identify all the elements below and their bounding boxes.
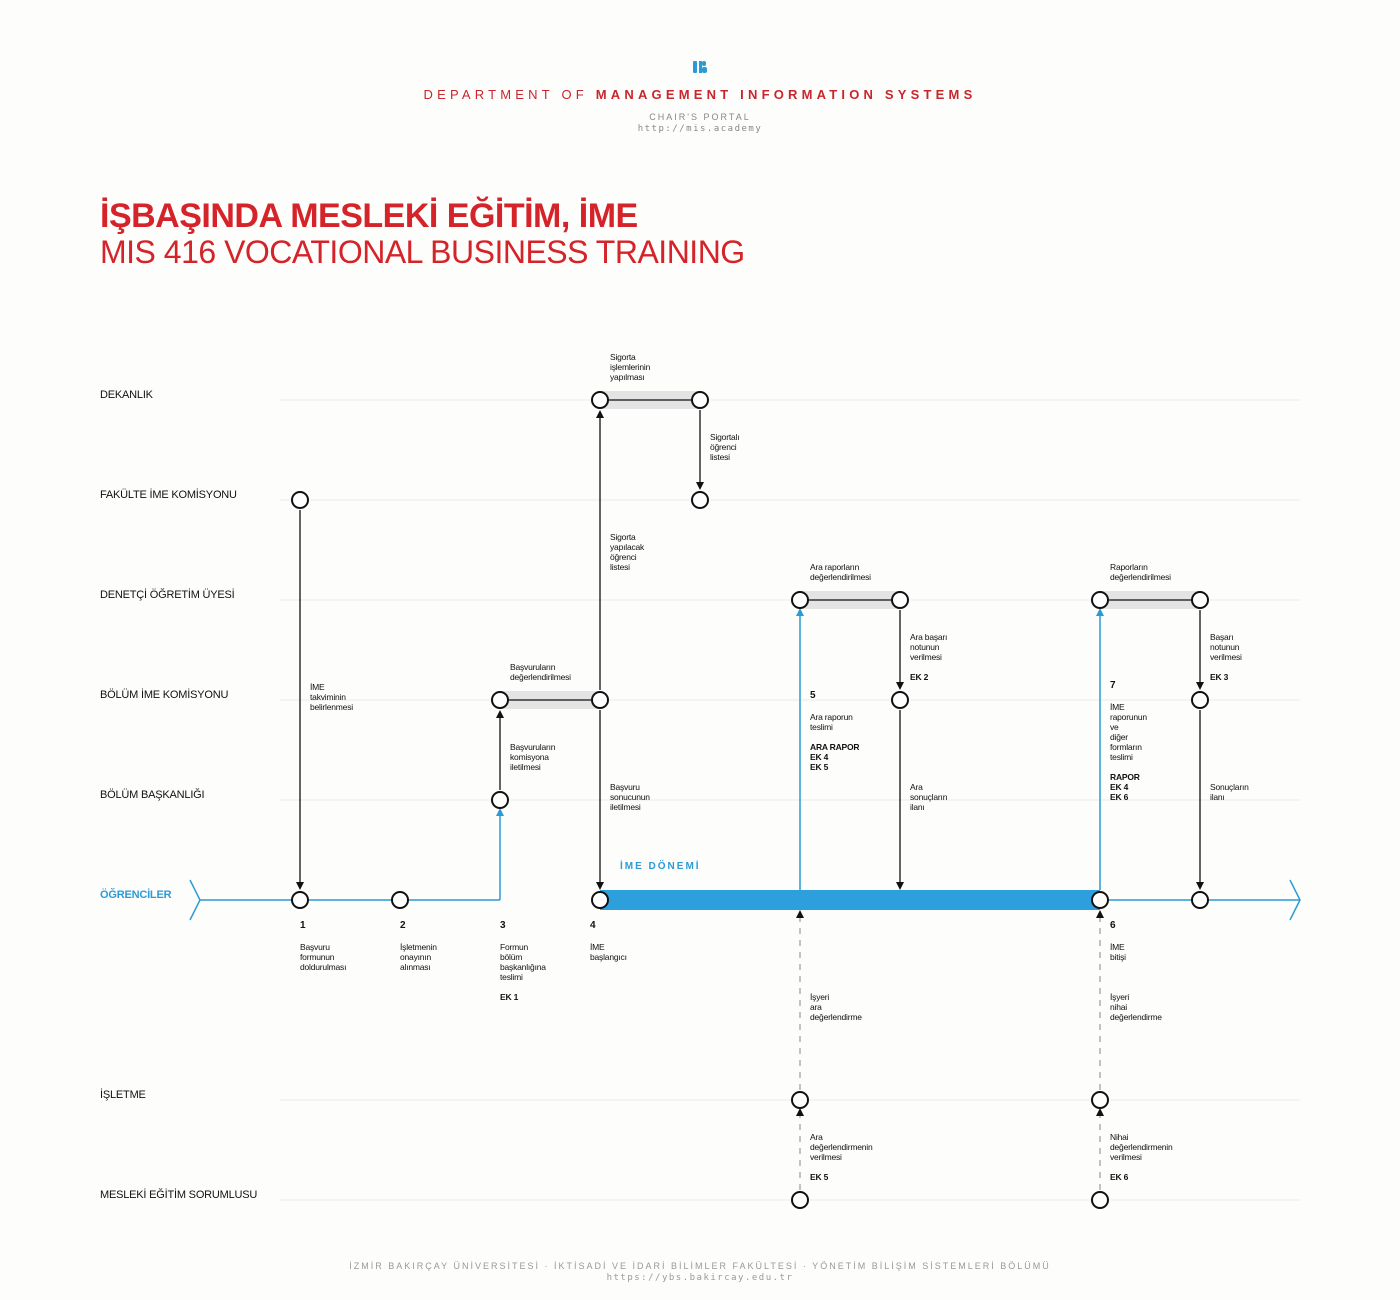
label-ara-degerlendirme-verilmesi: Ara değerlendirmenin verilmesi bbox=[810, 1132, 873, 1162]
step-number-1: 1 bbox=[300, 920, 306, 931]
label-basari-notu: Başarı notunun verilmesi bbox=[1210, 632, 1242, 662]
label-sonuc-ilani: Sonuçların ilanı bbox=[1210, 782, 1249, 802]
step-number-3: 3 bbox=[500, 920, 506, 931]
step-number-4: 4 bbox=[590, 920, 596, 931]
label-sigortali-ogrenci-listesi: Sigortalı öğrenci listesi bbox=[710, 432, 740, 462]
dashed-arrows bbox=[799, 916, 1101, 1190]
evaluation-bands bbox=[500, 391, 1200, 709]
label-nihai-degerlendirme-doc: EK 6 bbox=[1110, 1172, 1129, 1182]
label-sigorta-islemleri: Sigorta işlemlerinin yapılması bbox=[610, 352, 651, 382]
footer-institution: İZMİR BAKIRÇAY ÜNİVERSİTESİ · İKTİSADİ V… bbox=[349, 1261, 1051, 1271]
lane-denetci-ogretim-uyesi: DENETÇİ ÖĞRETİM ÜYESİ bbox=[100, 589, 235, 601]
dept-title: MANAGEMENT INFORMATION SYSTEMS bbox=[595, 87, 977, 102]
label-basvuru-sonucu: Başvuru sonucunun iletilmesi bbox=[610, 782, 650, 812]
step-label-1: Başvuru formunun doldurulması bbox=[300, 942, 347, 972]
lane-dekanlik: DEKANLIK bbox=[100, 389, 153, 401]
department-name: DEPARTMENT OF MANAGEMENT INFORMATION SYS… bbox=[0, 87, 1400, 102]
portal-label: CHAIR'S PORTAL bbox=[649, 112, 751, 122]
step-label-7: İME raporunun ve diğer formların teslimi bbox=[1110, 702, 1147, 762]
step-number-7: 7 bbox=[1110, 680, 1116, 691]
step-doc-7: RAPOR EK 4 EK 6 bbox=[1110, 772, 1140, 802]
lane-bolum-baskanligi: BÖLÜM BAŞKANLIĞI bbox=[100, 789, 205, 801]
lane-isletme: İŞLETME bbox=[100, 1089, 146, 1101]
step-doc-5: ARA RAPOR EK 4 EK 5 bbox=[810, 742, 860, 772]
step-label-2: İşletmenin onayının alınması bbox=[400, 942, 437, 972]
label-nihai-degerlendirme-verilmesi: Nihai değerlendirmenin verilmesi bbox=[1110, 1132, 1173, 1162]
label-ara-basari-notu: Ara başarı notunun verilmesi bbox=[910, 632, 948, 662]
process-nodes bbox=[291, 391, 1209, 1209]
label-ara-degerlendirme-doc: EK 5 bbox=[810, 1172, 829, 1182]
page-title-en: MIS 416 VOCATIONAL BUSINESS TRAINING bbox=[100, 234, 745, 270]
flow-arrows bbox=[296, 410, 1204, 890]
step-number-6: 6 bbox=[1110, 920, 1116, 931]
label-isyeri-ara: İşyeri ara değerlendirme bbox=[810, 992, 862, 1022]
portal-url[interactable]: http://mis.academy bbox=[637, 124, 763, 134]
lane-lines bbox=[280, 399, 1300, 1201]
step-label-6: İME bitişi bbox=[1110, 942, 1126, 962]
lane-bolum-ime-komisyonu: BÖLÜM İME KOMİSYONU bbox=[100, 689, 229, 701]
label-ime-takvimi: İME takviminin belirlenmesi bbox=[310, 682, 353, 712]
ub-logo-icon bbox=[693, 61, 707, 73]
label-ara-sonuclar: Ara sonuçların ilanı bbox=[910, 782, 948, 812]
students-timeline bbox=[189, 608, 1301, 921]
footer-url[interactable]: https://ybs.bakircay.edu.tr bbox=[606, 1273, 794, 1283]
step-number-2: 2 bbox=[400, 920, 406, 931]
step-label-3: Formun bölüm başkanlığına teslimi bbox=[500, 942, 546, 982]
lane-fakulte-ime-komisyonu: FAKÜLTE İME KOMİSYONU bbox=[100, 489, 237, 501]
step-doc-3: EK 1 bbox=[500, 992, 519, 1002]
label-ara-basari-doc: EK 2 bbox=[910, 672, 929, 682]
ime-period-label: İME DÖNEMİ bbox=[620, 861, 701, 872]
lane-ogrenciler: ÖĞRENCİLER bbox=[100, 889, 172, 901]
dept-prefix: DEPARTMENT OF bbox=[423, 87, 588, 102]
step-label-4: İME başlangıcı bbox=[590, 942, 627, 962]
lane-mesleki-egitim-sorumlusu: MESLEKİ EĞİTİM SORUMLUSU bbox=[100, 1189, 258, 1201]
ime-period-bar bbox=[600, 890, 1100, 910]
step-label-5: Ara raporun teslimi bbox=[810, 712, 853, 732]
department-logo bbox=[0, 60, 1400, 76]
label-basari-notu-doc: EK 3 bbox=[1210, 672, 1229, 682]
label-ara-rapor-degerlendirme: Ara raporların değerlendirilmesi bbox=[810, 562, 871, 582]
label-basvuru-iletimi: Başvuruların komisyona iletilmesi bbox=[510, 742, 556, 772]
page-title-tr: İŞBAŞINDA MESLEKİ EĞİTİM, İME bbox=[100, 197, 638, 235]
label-rapor-degerlendirme: Raporların değerlendirilmesi bbox=[1110, 562, 1171, 582]
label-isyeri-nihai: İşyeri nihai değerlendirme bbox=[1110, 992, 1162, 1022]
label-sigorta-yapilacak-liste: Sigorta yapılacak öğrenci listesi bbox=[610, 532, 645, 572]
label-basvuru-degerlendirme: Başvuruların değerlendirilmesi bbox=[510, 662, 571, 682]
step-number-5: 5 bbox=[810, 690, 816, 701]
